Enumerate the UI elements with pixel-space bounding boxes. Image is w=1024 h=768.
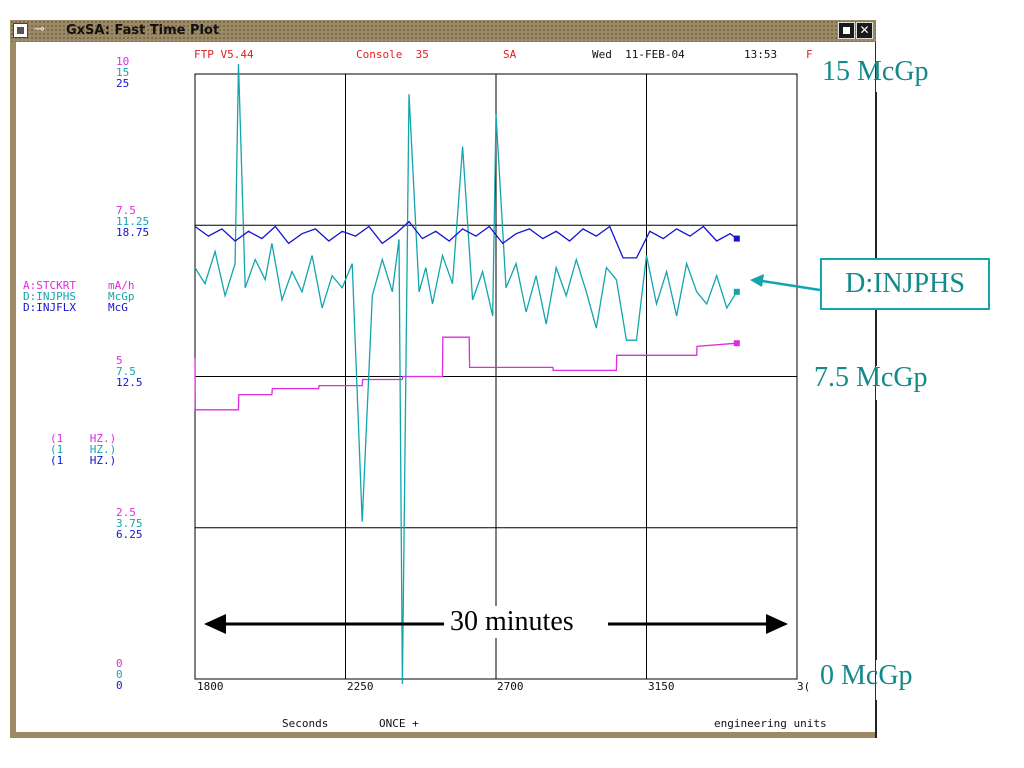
close-icon[interactable]: ✕ — [856, 22, 873, 39]
top-scale-annotation: 15 McGp — [822, 56, 929, 87]
series-line-d-injphs — [194, 63, 738, 685]
minimize-icon[interactable] — [838, 22, 855, 39]
device-unit: mA/h — [108, 279, 135, 292]
y-scale-cyan: 7.5 — [116, 365, 136, 378]
callout-arrow-line — [761, 279, 821, 292]
y-scale-blue: 25 — [116, 77, 130, 90]
y-scale-mag: 0 — [116, 657, 123, 670]
subsystem: SA — [503, 48, 517, 61]
x-axis-label: Seconds — [282, 717, 329, 730]
bottom-scale-annotation: 0 McGp — [820, 660, 913, 691]
device-name: D:INJPHS — [23, 290, 76, 303]
series-end-marker — [733, 288, 740, 295]
time-label: 13:53 — [744, 48, 778, 61]
middle-scale-annotation: 7.5 McGp — [814, 362, 928, 393]
date-label: Wed 11-FEB-04 — [592, 48, 685, 61]
y-scale-cyan: 0 — [116, 668, 123, 681]
window-title: GxSA: Fast Time Plot — [66, 23, 220, 38]
window-bottom-border — [10, 732, 876, 738]
units-label: engineering units — [714, 717, 827, 730]
series-end-marker — [733, 235, 740, 242]
fast-time-plot-window: ⊸ GxSA: Fast Time Plot ✕ FTP V5.44 Conso… — [10, 20, 876, 738]
duration-label: 30 minutes — [444, 606, 580, 638]
series-callout-box: D:INJPHS — [820, 258, 990, 310]
y-scale-blue: 12.5 — [116, 376, 143, 389]
x-tick-label: 2250 — [347, 680, 374, 693]
y-scale-cyan: 11.25 — [116, 215, 150, 228]
y-scale-mag: 5 — [116, 354, 123, 367]
sample-rate: (1 HZ.) — [50, 454, 117, 467]
series-end-marker — [733, 340, 740, 347]
sample-rate: (1 HZ.) — [50, 432, 117, 445]
x-tick-label: 3( — [797, 680, 811, 693]
y-scale-blue: 0 — [116, 679, 123, 692]
series-line-a-stckrt — [194, 336, 737, 411]
ftp-version: FTP V5.44 — [194, 48, 254, 61]
title-bar[interactable]: ⊸ GxSA: Fast Time Plot ✕ — [10, 20, 876, 42]
sample-rate: (1 HZ.) — [50, 443, 117, 456]
device-unit: McGp — [108, 290, 135, 303]
pin-icon[interactable]: ⊸ — [34, 22, 45, 37]
device-name: A:STCKRT — [23, 279, 76, 292]
window-left-border — [10, 42, 16, 738]
x-tick-label: 2700 — [497, 680, 524, 693]
plot-mode: ONCE + — [379, 717, 419, 730]
y-scale-blue: 18.75 — [116, 226, 150, 239]
y-scale-cyan: 15 — [116, 66, 130, 79]
y-scale-mag: 7.5 — [116, 204, 136, 217]
app-icon[interactable] — [13, 23, 28, 38]
duration-arrow-right-head — [766, 614, 788, 634]
x-tick-label: 1800 — [197, 680, 224, 693]
series-line-d-injflx — [194, 220, 738, 259]
y-scale-mag: 10 — [116, 55, 130, 68]
y-scale-blue: 6.25 — [116, 528, 143, 541]
header-trailing: F — [806, 48, 813, 61]
x-tick-label: 3150 — [648, 680, 675, 693]
device-unit: McG — [108, 301, 128, 314]
y-scale-mag: 2.5 — [116, 506, 136, 519]
callout-arrow-head — [750, 274, 764, 287]
console-number: Console 35 — [356, 48, 429, 61]
y-scale-cyan: 3.75 — [116, 517, 143, 530]
device-name: D:INJFLX — [23, 301, 76, 314]
duration-arrow-left-head — [204, 614, 226, 634]
